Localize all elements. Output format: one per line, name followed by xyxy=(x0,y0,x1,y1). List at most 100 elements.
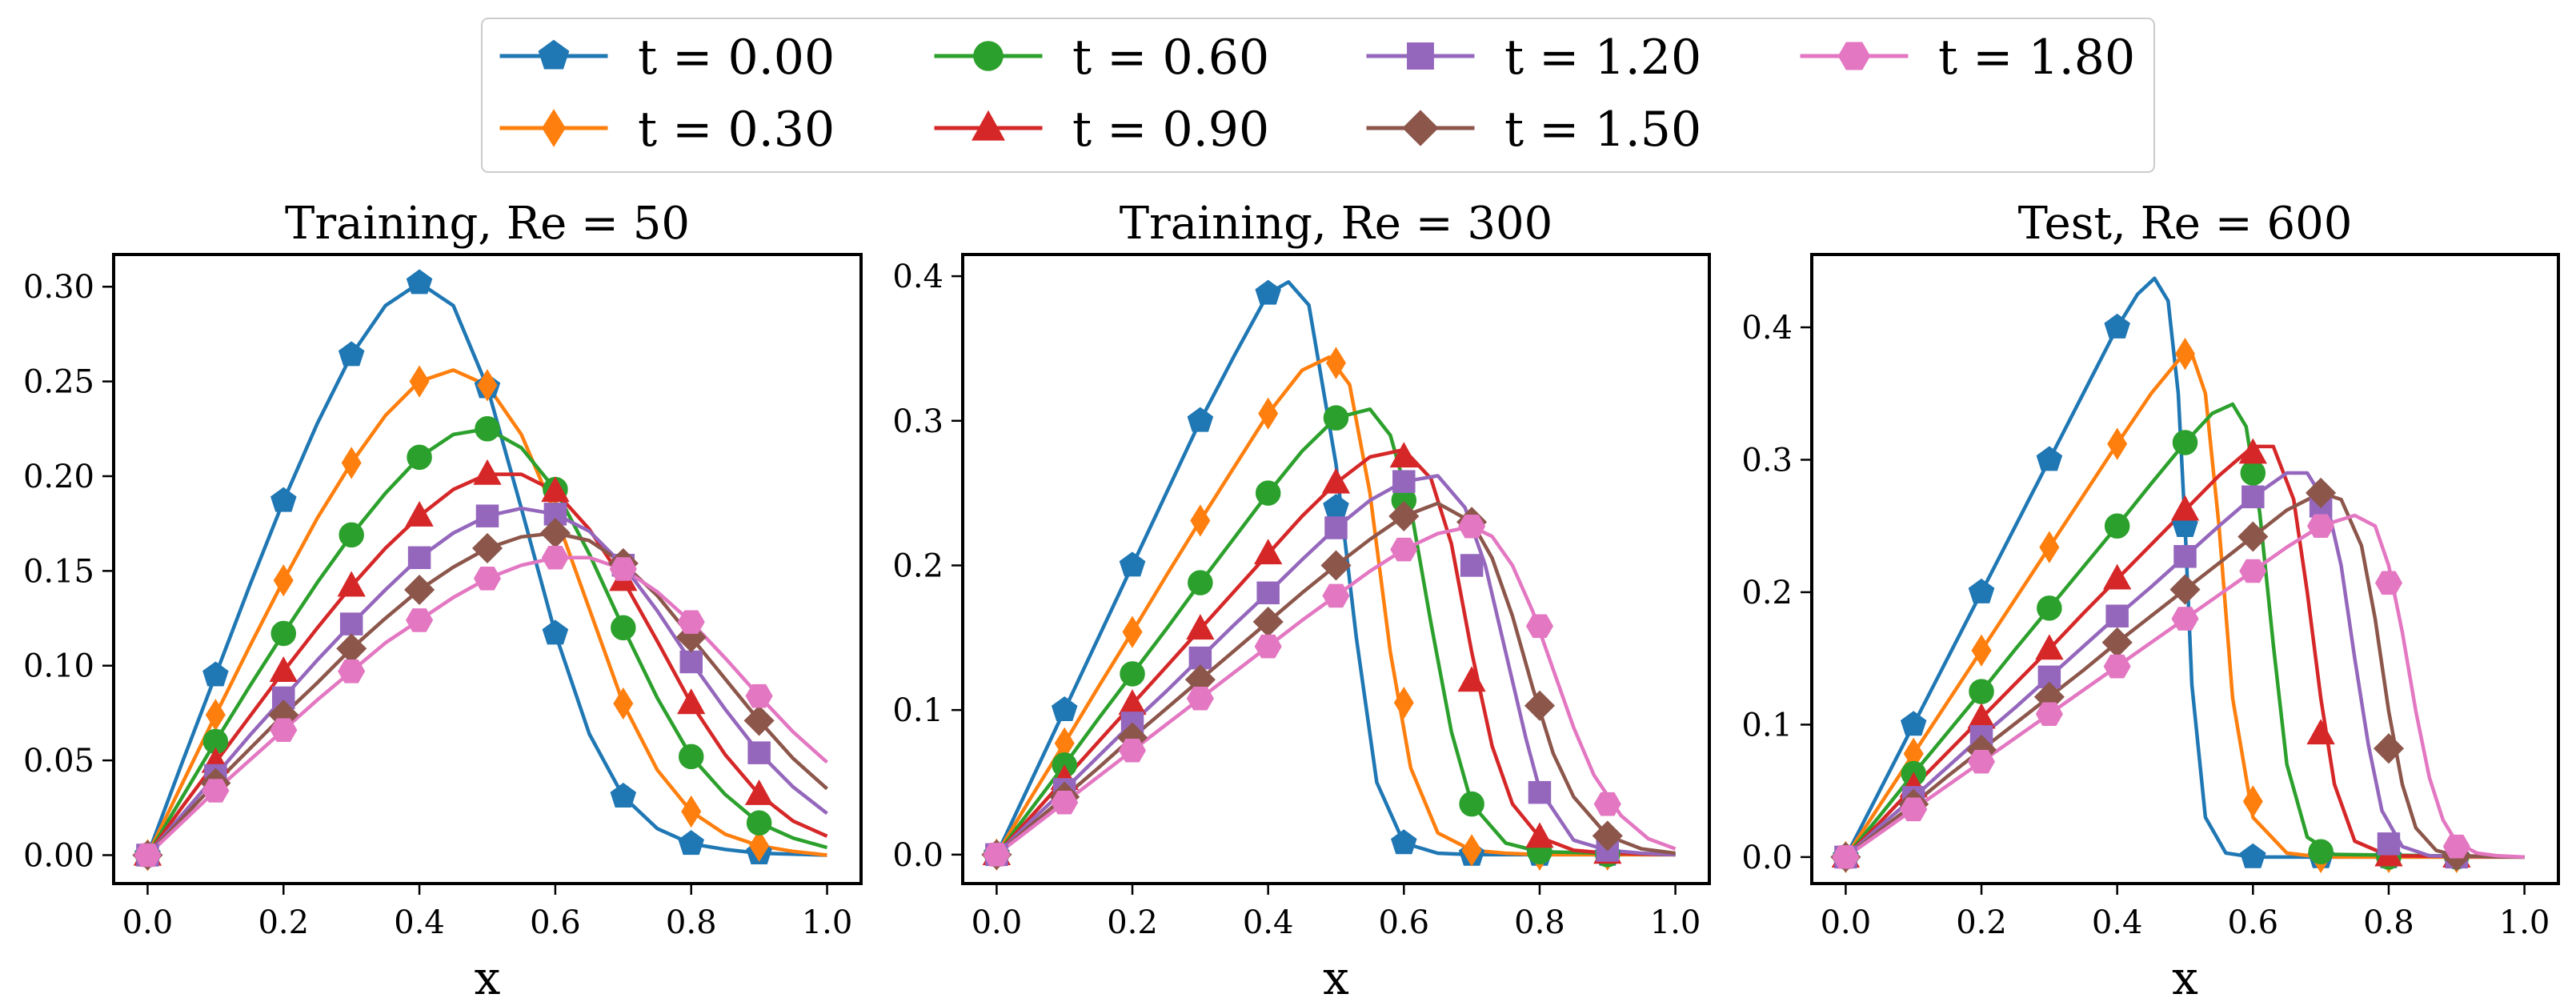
subplot-title: Training, Re = 50 xyxy=(285,198,690,250)
subplot-title: Training, Re = 300 xyxy=(1120,198,1553,250)
data-point xyxy=(1460,554,1484,577)
data-point xyxy=(2307,514,2335,539)
data-point xyxy=(2039,531,2060,563)
x-tick-label: 0.8 xyxy=(2363,904,2414,941)
data-point xyxy=(407,546,431,570)
data-point xyxy=(341,447,362,479)
data-point xyxy=(746,810,772,836)
data-point xyxy=(1969,679,1994,704)
data-point xyxy=(338,341,365,367)
data-point xyxy=(1187,407,1214,432)
data-point xyxy=(1525,614,1554,639)
x-tick-label: 0.8 xyxy=(1514,904,1565,941)
axes-frame xyxy=(112,253,863,885)
data-point xyxy=(2442,834,2470,859)
data-point xyxy=(1258,397,1279,430)
data-point xyxy=(1389,442,1418,468)
markers-t-0-60 xyxy=(134,416,772,868)
data-point xyxy=(678,830,704,856)
y-tick-label: 0.4 xyxy=(892,259,943,295)
data-point xyxy=(2107,427,2128,460)
data-point xyxy=(1326,347,1346,379)
data-point xyxy=(409,365,430,398)
data-point xyxy=(2240,843,2266,868)
data-point xyxy=(2306,477,2337,508)
data-point xyxy=(677,688,706,715)
legend-marker-square xyxy=(1407,42,1434,70)
data-point xyxy=(2238,438,2267,464)
series-t-0-30 xyxy=(1844,351,2525,860)
data-point xyxy=(1525,822,1554,848)
data-point xyxy=(405,500,434,527)
data-point xyxy=(2308,839,2334,865)
legend: t = 0.00 t = 0.30 t = 0.60 t = 0.90 t = 1.20… xyxy=(481,18,2155,173)
data-point xyxy=(1592,820,1623,852)
data-point xyxy=(677,610,705,635)
markers-t-1-80 xyxy=(1832,514,2470,869)
x-tick-label: 0.0 xyxy=(122,904,174,941)
data-point xyxy=(406,608,434,632)
data-point xyxy=(2037,595,2062,621)
legend-marker-hexagon xyxy=(1837,42,1871,70)
data-point xyxy=(473,459,502,485)
y-tick-label: 0.25 xyxy=(23,364,94,401)
x-tick-label: 1.0 xyxy=(1650,904,1701,941)
x-tick-label: 0.4 xyxy=(1243,904,1294,941)
legend-entry-t-0-30: t = 0.30 xyxy=(499,102,835,158)
axes-frame xyxy=(961,253,1711,885)
data-point xyxy=(1458,514,1486,539)
series-t-0-30 xyxy=(146,368,827,857)
x-tick-label: 0.8 xyxy=(666,904,717,941)
data-point xyxy=(2103,654,2131,679)
data-point xyxy=(2035,702,2063,726)
data-point xyxy=(1255,279,1281,305)
series-t-0-00 xyxy=(1844,276,2525,860)
legend-label: t = 0.30 xyxy=(638,102,835,158)
series-t-0-00 xyxy=(995,280,1676,857)
y-tick-label: 0.2 xyxy=(1741,575,1793,611)
data-point xyxy=(2170,495,2200,521)
data-point xyxy=(339,612,363,635)
legend-entry-t-0-00: t = 0.00 xyxy=(499,30,835,86)
markers-t-0-90 xyxy=(133,459,774,866)
data-point xyxy=(2239,559,2267,583)
data-point xyxy=(2035,634,2064,660)
x-tick-label: 0.2 xyxy=(1956,904,2007,941)
legend-label: t = 1.50 xyxy=(1504,102,1701,158)
series-line xyxy=(995,447,1676,857)
data-point xyxy=(678,743,704,770)
y-tick-label: 0.3 xyxy=(892,403,943,440)
data-point xyxy=(542,619,569,645)
data-point xyxy=(1323,405,1349,431)
data-point xyxy=(1186,614,1215,640)
data-point xyxy=(1968,578,1995,603)
data-point xyxy=(1593,792,1621,816)
data-point xyxy=(610,782,637,808)
data-point xyxy=(2105,604,2129,627)
legend-marker-diamond xyxy=(1402,110,1439,146)
markers-t-0-90 xyxy=(1831,438,2471,868)
x-tick-label: 1.0 xyxy=(2499,904,2550,941)
legend-marker-triangle-up xyxy=(972,110,1005,141)
data-point xyxy=(1320,550,1352,581)
x-axis-label: x xyxy=(1323,951,1349,1005)
subplots: Training, Re = 50 0.0 0.2 0.4 0.6 0.8 1.0 0.00 0… xyxy=(23,198,2560,1005)
data-point xyxy=(1255,480,1281,506)
markers-t-1-50 xyxy=(132,517,775,871)
x-tick-label: 0.6 xyxy=(530,904,581,941)
x-tick-label: 0.6 xyxy=(2228,904,2279,941)
data-point xyxy=(1122,615,1143,648)
data-point xyxy=(2171,607,2199,631)
data-point xyxy=(749,829,770,862)
markers-t-0-60 xyxy=(1833,430,2470,870)
legend-entry-t-0-90: t = 0.90 xyxy=(934,102,1269,158)
data-point xyxy=(541,546,569,570)
data-point xyxy=(1051,696,1078,722)
legend-entry-t-1-80: t = 1.80 xyxy=(1800,30,2135,86)
data-point xyxy=(406,269,433,295)
subplot-training-re-50: Training, Re = 50 0.0 0.2 0.4 0.6 0.8 1.0 0.00 0… xyxy=(23,198,863,1005)
x-tick-label: 0.4 xyxy=(394,904,445,941)
data-point xyxy=(1119,551,1146,577)
data-point xyxy=(1528,780,1552,804)
data-point xyxy=(270,620,297,647)
